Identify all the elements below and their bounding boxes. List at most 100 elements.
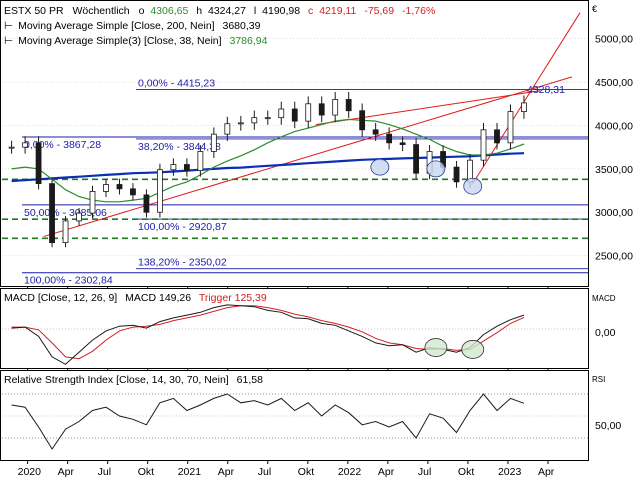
close-label: c: [308, 5, 313, 17]
currency-label: €: [592, 4, 597, 14]
macd-value: MACD 149,26: [125, 292, 191, 304]
change-pct: -1,76%: [402, 5, 435, 17]
legend-ma200: ⊢ Moving Average Simple [Close, 200, Nei…: [4, 20, 261, 32]
price-ytick-label: 3000,00: [595, 207, 633, 219]
x-tick-label: Apr: [378, 466, 395, 478]
candles: [8, 91, 527, 248]
fib-label: 138,20% - 2350,02: [138, 257, 227, 269]
rsi-line: [11, 393, 525, 450]
x-tick-label: Jul: [418, 466, 431, 478]
fib-label: 100,00% - 2302,84: [24, 275, 113, 287]
macd-axis-label: MACD: [592, 294, 616, 303]
candle-body: [359, 110, 366, 131]
candle-body: [130, 188, 136, 196]
change-value: -75,69: [364, 5, 394, 17]
macd-marker: [461, 340, 485, 359]
low-marker: [370, 158, 390, 176]
close-value: 4219,11: [319, 5, 356, 17]
x-tick-label: Jul: [258, 466, 271, 478]
macd-title-text: MACD [Close, 12, 26, 9]: [4, 292, 117, 304]
legend-ma38-value: 3786,94: [230, 35, 268, 47]
candle-body: [89, 191, 96, 214]
legend-ma38-icon: ⊢: [4, 35, 13, 47]
candle-body: [62, 220, 69, 244]
candle-body: [170, 164, 177, 171]
macd-marker: [424, 338, 448, 357]
candle-body: [224, 123, 231, 135]
candle-body: [197, 151, 204, 171]
x-tick-label: Apr: [538, 466, 555, 478]
candle-body: [278, 108, 285, 119]
candle-body: [251, 117, 258, 124]
candle-body: [157, 169, 163, 213]
rsi-axis-label: RSI: [592, 375, 605, 384]
x-axis: 2020 Apr Jul Okt 2021 Apr Jul Okt 2022 Apr Jul Okt 2…: [18, 286, 555, 478]
candle-body: [399, 142, 406, 145]
x-tick-label: Jul: [98, 466, 111, 478]
x-tick-label: 2022: [338, 466, 362, 478]
candle-body: [332, 99, 339, 116]
legend-ma200-value: 3680,39: [223, 20, 261, 32]
rsi-ytick: 50,00: [595, 420, 621, 432]
ma200-line: [11, 152, 525, 183]
low-marker: [463, 177, 483, 195]
support-lines: [2, 178, 588, 240]
open-value: 4306,65: [150, 5, 188, 17]
trend-line-long: [43, 76, 573, 238]
fib-label: 38,20% - 3844,38: [138, 141, 221, 153]
candle-body: [291, 108, 298, 122]
fibonacci-levels: 0,00% - 4415,23 38,20% - 3844,38 100,00% -…: [22, 77, 588, 287]
legend-ma38: ⊢ Moving Average Simple(3) [Close, 38, N…: [4, 35, 268, 47]
candle-body: [143, 194, 150, 213]
trend-line-upper: [315, 90, 541, 126]
moving-averages: [11, 118, 525, 203]
candle-body: [453, 166, 460, 183]
rsi-value: 61,58: [237, 374, 263, 386]
last-price-label: 4328,31: [527, 84, 565, 96]
candle-body: [264, 117, 271, 120]
macd-trigger-value: Trigger 125,39: [199, 292, 267, 304]
x-tick-label: Okt: [298, 466, 314, 478]
x-tick-label: 2020: [18, 466, 42, 478]
high-label: h: [196, 5, 202, 17]
symbol-label: ESTX 50 PR: [4, 5, 64, 17]
candle-body: [507, 111, 514, 144]
rsi-title: Relative Strength Index [Close, 14, 30, …: [4, 374, 263, 386]
candle-body: [305, 103, 312, 122]
price-y-axis: 2500,00 3000,00 3500,00 4000,00 4500,00 5000,…: [595, 34, 633, 263]
legend-ma200-text: Moving Average Simple [Close, 200, Nein]: [18, 20, 215, 32]
x-tick-label: Okt: [138, 466, 154, 478]
candle-body: [521, 102, 527, 112]
fib-label: 0,00% - 3867,28: [24, 139, 101, 151]
candle-body: [76, 212, 82, 222]
low-marker: [426, 160, 446, 178]
candle-body: [345, 99, 352, 112]
price-ytick-label: 4500,00: [595, 77, 633, 89]
candle-body: [8, 146, 15, 149]
rsi-title-text: Relative Strength Index [Close, 14, 30, …: [4, 374, 229, 386]
rsi-lines: [2, 393, 588, 450]
price-ytick-label: 4000,00: [595, 120, 633, 132]
macd-lines: [2, 304, 588, 365]
x-tick-label: Okt: [458, 466, 474, 478]
candle-body: [494, 129, 500, 144]
candle-body: [22, 142, 28, 148]
candle-body: [210, 133, 217, 152]
fib-label: 50,00% - 3085,06: [24, 207, 107, 219]
candle-body: [237, 122, 244, 125]
candle-body: [103, 184, 109, 192]
candle-body: [35, 142, 42, 185]
legend-ma200-icon: ⊢: [4, 20, 13, 32]
low-label: l: [254, 5, 256, 17]
interval-label: Wöchentlich: [72, 5, 129, 17]
candle-body: [318, 103, 325, 116]
symbol-title: ESTX 50 PR Wöchentlich o 4306,65 h 4324,…: [4, 5, 435, 17]
x-tick-label: 2023: [498, 466, 522, 478]
x-tick-label: 2021: [178, 466, 202, 478]
candle-body: [49, 183, 55, 244]
open-label: o: [139, 5, 145, 17]
ma38-line: [11, 118, 525, 203]
fib-label: 100,00% - 2920,87: [138, 221, 227, 233]
high-value: 4324,27: [208, 5, 246, 17]
